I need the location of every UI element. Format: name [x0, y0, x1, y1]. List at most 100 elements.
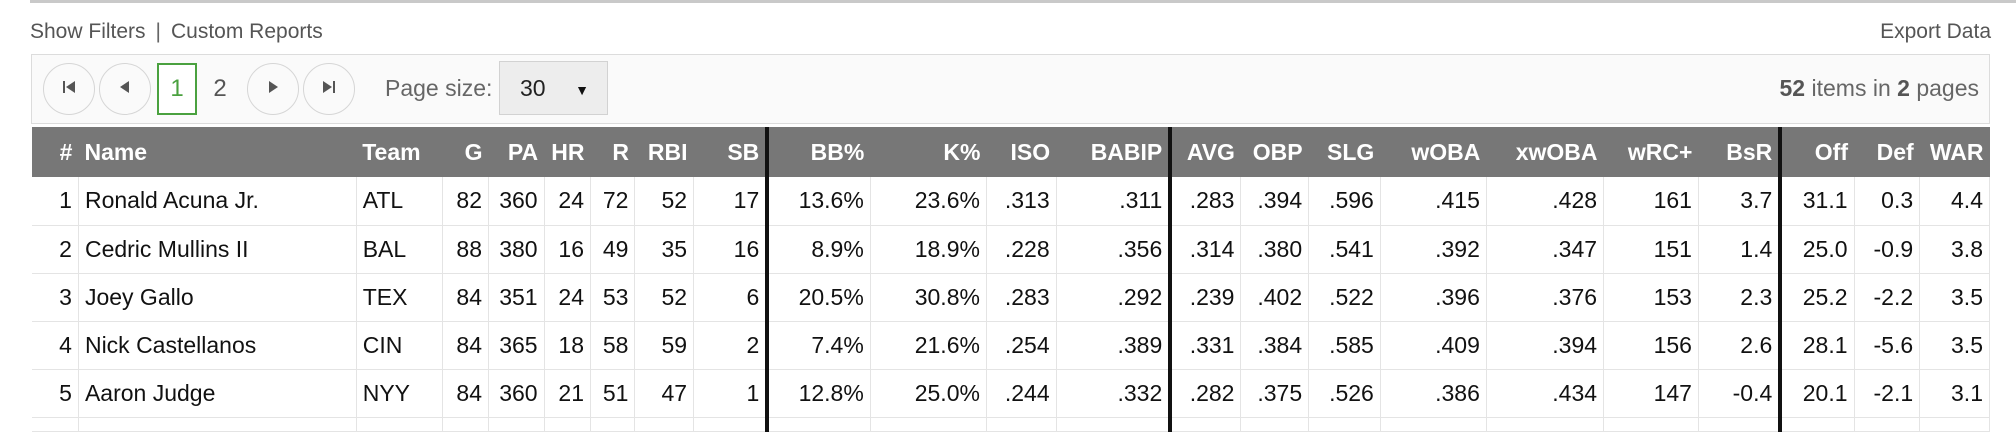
column-header-bb-pct[interactable]: BB% [767, 127, 871, 177]
column-header-def[interactable]: Def [1854, 127, 1920, 177]
cell-bb-pct: 20.5% [767, 273, 871, 322]
next-page-button[interactable] [247, 63, 299, 115]
cell-off: 25.0 [1780, 225, 1855, 274]
table-row: 3 Joey Gallo TEX 84 351 24 53 52 6 20.5% 30.8% .283… [32, 273, 1990, 322]
cell-k-pct: 21.6% [870, 321, 987, 370]
cell-bsr: 2.6 [1698, 321, 1783, 370]
cell-rbi: 47 [634, 369, 695, 418]
player-name-link[interactable]: Cedric Mullins II [78, 225, 357, 274]
cell-off: 25.2 [1780, 273, 1855, 322]
cell-hr: 24 [544, 273, 592, 322]
cell-r: 49 [590, 225, 636, 274]
player-name-link[interactable]: Joey Gallo [78, 273, 357, 322]
player-name-link[interactable]: Ronald Acuna Jr. [78, 177, 357, 226]
cell-avg: .239 [1170, 273, 1242, 322]
page-size-select[interactable]: 30 ▼ [499, 61, 608, 115]
cell-slg: .526 [1308, 369, 1381, 418]
cell-avg: .283 [1170, 177, 1242, 226]
leaderboard-table: # Name Team G PA HR R RBI SB BB% K% ISO … [32, 127, 1990, 432]
table-row-partial [32, 417, 1990, 432]
cell-babip: .292 [1056, 273, 1173, 322]
toolbar-links: Show Filters | Custom Reports [30, 20, 323, 44]
cell-empty [1854, 417, 1921, 432]
cell-pa: 360 [488, 369, 545, 418]
column-header-babip[interactable]: BABIP [1056, 127, 1173, 177]
cell-k-pct: 18.9% [870, 225, 987, 274]
column-header-off[interactable]: Off [1780, 127, 1855, 177]
cell-team[interactable]: NYY [356, 369, 443, 418]
cell-rank: 4 [32, 321, 79, 370]
cell-avg: .314 [1170, 225, 1242, 274]
page-1-button[interactable]: 1 [157, 63, 197, 115]
column-header-war[interactable]: WAR [1919, 127, 1990, 177]
column-header-woba[interactable]: wOBA [1380, 127, 1487, 177]
cell-g: 82 [442, 177, 490, 226]
table-row: 1 Ronald Acuna Jr. ATL 82 360 24 72 52 17 13.6% 23… [32, 177, 1990, 226]
cell-bb-pct: 12.8% [767, 369, 871, 418]
cell-team[interactable]: CIN [356, 321, 443, 370]
cell-obp: .375 [1240, 369, 1310, 418]
cell-rbi: 52 [634, 273, 695, 322]
last-page-button[interactable] [303, 63, 355, 115]
prev-page-button[interactable] [99, 63, 151, 115]
column-header-k-pct[interactable]: K% [870, 127, 987, 177]
column-header-slg[interactable]: SLG [1308, 127, 1381, 177]
export-data-link[interactable]: Export Data [1880, 20, 1991, 43]
cell-wrc-plus: 147 [1603, 369, 1699, 418]
dropdown-arrow-icon: ▼ [575, 82, 589, 98]
column-header-avg[interactable]: AVG [1170, 127, 1241, 177]
cell-r: 51 [590, 369, 636, 418]
cell-wrc-plus: 153 [1603, 273, 1699, 322]
cell-g: 88 [442, 225, 490, 274]
first-page-button[interactable] [43, 63, 95, 115]
cell-rank: 1 [32, 177, 79, 226]
player-name-link[interactable]: Nick Castellanos [78, 321, 357, 370]
column-header-iso[interactable]: ISO [986, 127, 1057, 177]
cell-r: 53 [590, 273, 636, 322]
cell-bb-pct: 7.4% [767, 321, 871, 370]
cell-empty [544, 417, 592, 432]
last-page-icon [321, 79, 337, 99]
cell-war: 4.4 [1919, 177, 1990, 226]
cell-k-pct: 25.0% [870, 369, 987, 418]
column-header-r[interactable]: R [590, 127, 635, 177]
table-header-row: # Name Team G PA HR R RBI SB BB% K% ISO … [32, 127, 1990, 177]
cell-obp: .394 [1240, 177, 1310, 226]
column-header-wrc-plus[interactable]: wRC+ [1603, 127, 1699, 177]
page-2-button[interactable]: 2 [213, 75, 227, 102]
cell-hr: 18 [544, 321, 592, 370]
cell-empty [1380, 417, 1487, 432]
column-header-g[interactable]: G [442, 127, 489, 177]
cell-hr: 21 [544, 369, 592, 418]
show-filters-link[interactable]: Show Filters [30, 20, 146, 43]
column-header-team[interactable]: Team [356, 127, 443, 177]
column-header-rbi[interactable]: RBI [634, 127, 694, 177]
cell-empty [78, 417, 357, 432]
cell-team[interactable]: BAL [356, 225, 443, 274]
column-header-bsr[interactable]: BsR [1698, 127, 1783, 177]
cell-g: 84 [442, 321, 490, 370]
cell-empty [1308, 417, 1381, 432]
cell-woba: .396 [1380, 273, 1487, 322]
cell-babip: .389 [1056, 321, 1173, 370]
link-separator: | [155, 20, 161, 43]
column-header-name[interactable]: Name [78, 127, 357, 177]
cell-slg: .541 [1308, 225, 1381, 274]
cell-team[interactable]: ATL [356, 177, 443, 226]
cell-team[interactable]: TEX [356, 273, 443, 322]
cell-g: 84 [442, 369, 490, 418]
cell-woba: .386 [1380, 369, 1487, 418]
column-header-hr[interactable]: HR [544, 127, 591, 177]
cell-off: 20.1 [1780, 369, 1855, 418]
column-header-pa[interactable]: PA [488, 127, 545, 177]
cell-hr: 24 [544, 177, 592, 226]
custom-reports-link[interactable]: Custom Reports [171, 20, 323, 43]
column-header-sb[interactable]: SB [693, 127, 770, 177]
player-name-link[interactable]: Aaron Judge [78, 369, 357, 418]
cell-def: -5.6 [1854, 321, 1921, 370]
cell-iso: .244 [986, 369, 1057, 418]
column-header-xwoba[interactable]: xwOBA [1486, 127, 1604, 177]
column-header-obp[interactable]: OBP [1240, 127, 1309, 177]
cell-bsr: 1.4 [1698, 225, 1783, 274]
column-header-rank[interactable]: # [32, 127, 79, 177]
